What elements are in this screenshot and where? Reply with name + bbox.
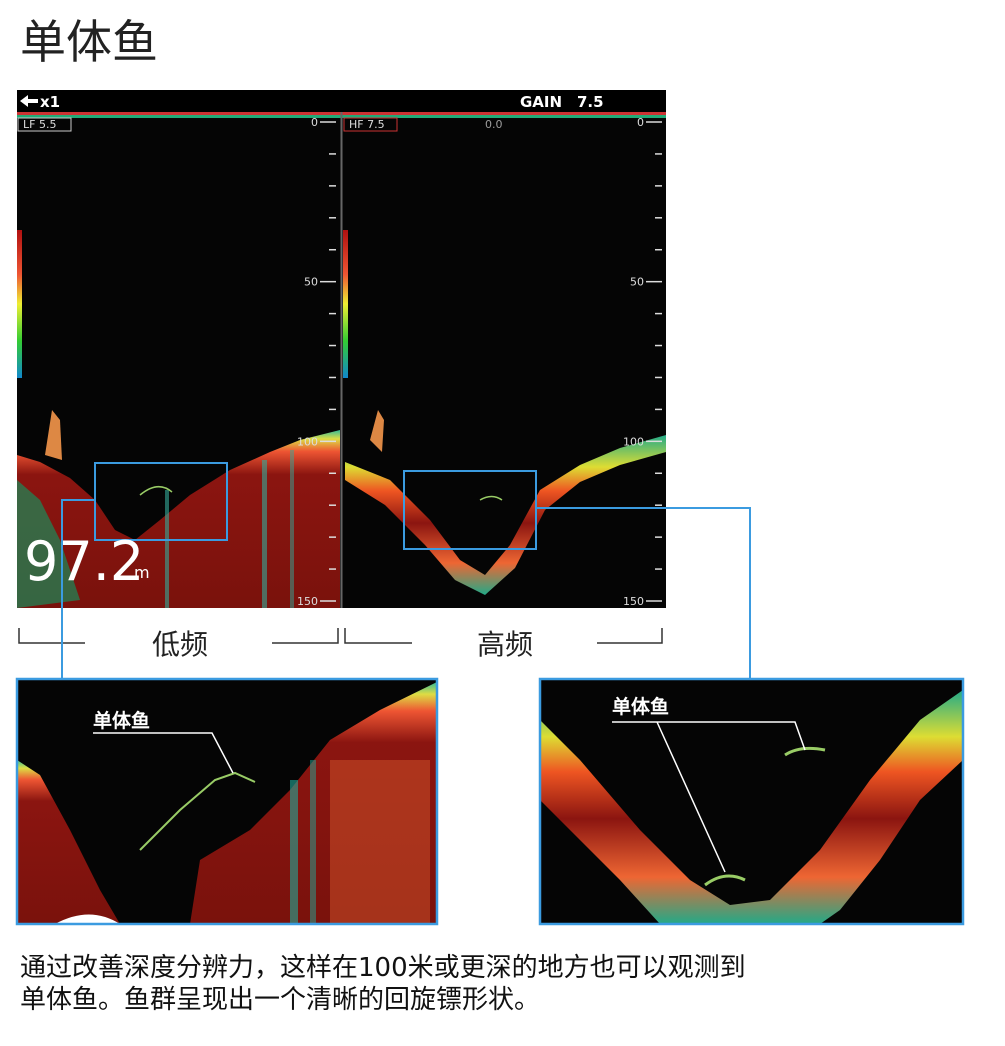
single-fish: [479, 495, 503, 501]
zoom-box: [403, 470, 537, 550]
callout-right: 单体鱼: [612, 695, 669, 718]
seabed: [540, 690, 963, 924]
connector: [536, 507, 751, 679]
band-low: 低频: [152, 628, 208, 661]
zoom-right: 单体鱼: [538, 677, 965, 926]
seabed: [17, 760, 120, 924]
shape: [272, 628, 339, 644]
depth-label: 100: [297, 435, 318, 448]
zoom-frame: [15, 677, 439, 926]
color-bar: [343, 230, 348, 378]
shape: [344, 628, 412, 644]
caption-line: 通过改善深度分辨力，这样在100米或更深的地方也可以观测到: [20, 953, 746, 983]
gain-value: 7.5: [577, 93, 604, 111]
shape: [597, 628, 663, 644]
back-arrow: [20, 95, 38, 107]
color-bar: [17, 230, 22, 378]
single-fish: [704, 874, 746, 887]
caption-line: 单体鱼。鱼群呈现出一个清晰的回旋镖形状。: [20, 985, 540, 1015]
brackets: [18, 628, 663, 644]
zoom-frame: [538, 677, 965, 926]
connector: [61, 499, 95, 679]
zoom: x1: [40, 93, 60, 111]
fish-school: [45, 410, 62, 460]
single-fish: [784, 746, 826, 757]
depth-readout: 97.2: [24, 530, 144, 593]
depth-label: 50: [630, 276, 644, 289]
noise-column: [262, 460, 267, 608]
top-bar: [17, 90, 666, 112]
noise-column: [165, 490, 169, 608]
gain-label: GAIN: [520, 93, 562, 111]
single-fish: [139, 486, 173, 496]
depth-label: 0: [311, 116, 318, 129]
fish-school: [370, 410, 384, 452]
callout-line: [612, 721, 806, 873]
zoom-left: 单体鱼: [15, 677, 439, 926]
single-fish: [139, 771, 256, 851]
shape: [18, 628, 85, 644]
seabed-lf: [17, 430, 340, 608]
depth-label: 150: [623, 595, 644, 608]
mode-box: [17, 117, 72, 132]
depth-label: 0: [637, 116, 644, 129]
zoom-box: [94, 462, 228, 541]
sonar-screen: x1 GAIN 7.5 LF 5.5 HF 7.5 0.0 0501001500…: [17, 90, 666, 608]
depth-label: 50: [304, 276, 318, 289]
title: 单体鱼: [20, 15, 158, 69]
callout-line: [93, 732, 234, 774]
callout-left: 单体鱼: [93, 709, 150, 732]
noise-column: [290, 780, 298, 924]
seabed-noise: [17, 480, 80, 608]
depth-label: 100: [623, 435, 644, 448]
depth-label: 150: [297, 595, 318, 608]
mode-left: LF 5.5: [23, 118, 56, 131]
mode-right: HF 7.5: [349, 118, 385, 131]
band-high: 高频: [477, 628, 533, 661]
noise-column: [310, 760, 316, 924]
depth-scale: 0 50 100 150 0 50 100 150: [297, 116, 662, 608]
seabed-hf: [345, 435, 666, 595]
depth-unit: m: [134, 563, 150, 582]
echo: [330, 760, 430, 924]
shift: 0.0: [485, 118, 503, 131]
readout-edge: [55, 914, 120, 924]
mode-box: [343, 117, 398, 132]
noise-column: [290, 450, 294, 608]
